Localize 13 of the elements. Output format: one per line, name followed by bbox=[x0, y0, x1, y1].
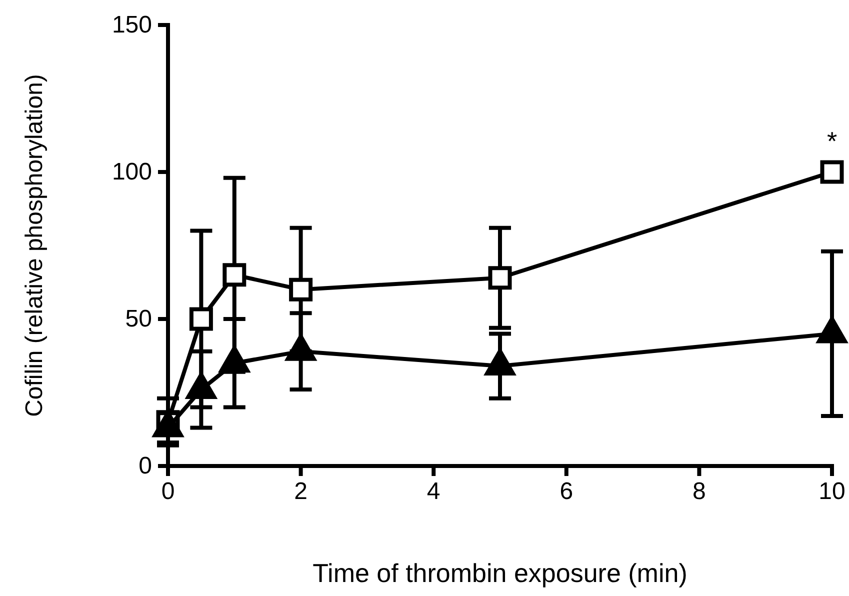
y-tick-label: 150 bbox=[112, 12, 152, 39]
y-tick-label: 100 bbox=[112, 158, 152, 186]
x-tick-label: 8 bbox=[692, 478, 706, 506]
y-axis-title: Cofilin (relative phosphorylation) bbox=[21, 74, 48, 417]
x-tick-label: 10 bbox=[818, 478, 846, 506]
x-tick-label: 6 bbox=[560, 478, 574, 506]
y-tick-label: 50 bbox=[125, 306, 152, 333]
x-tick-label: 0 bbox=[161, 478, 175, 506]
annotation: * bbox=[826, 126, 838, 156]
x-tick-label: 2 bbox=[294, 478, 308, 506]
y-tick-label: 0 bbox=[138, 452, 152, 480]
x-tick-label: 4 bbox=[426, 478, 440, 506]
x-axis-title: Time of thrombin exposure (min) bbox=[312, 558, 688, 588]
